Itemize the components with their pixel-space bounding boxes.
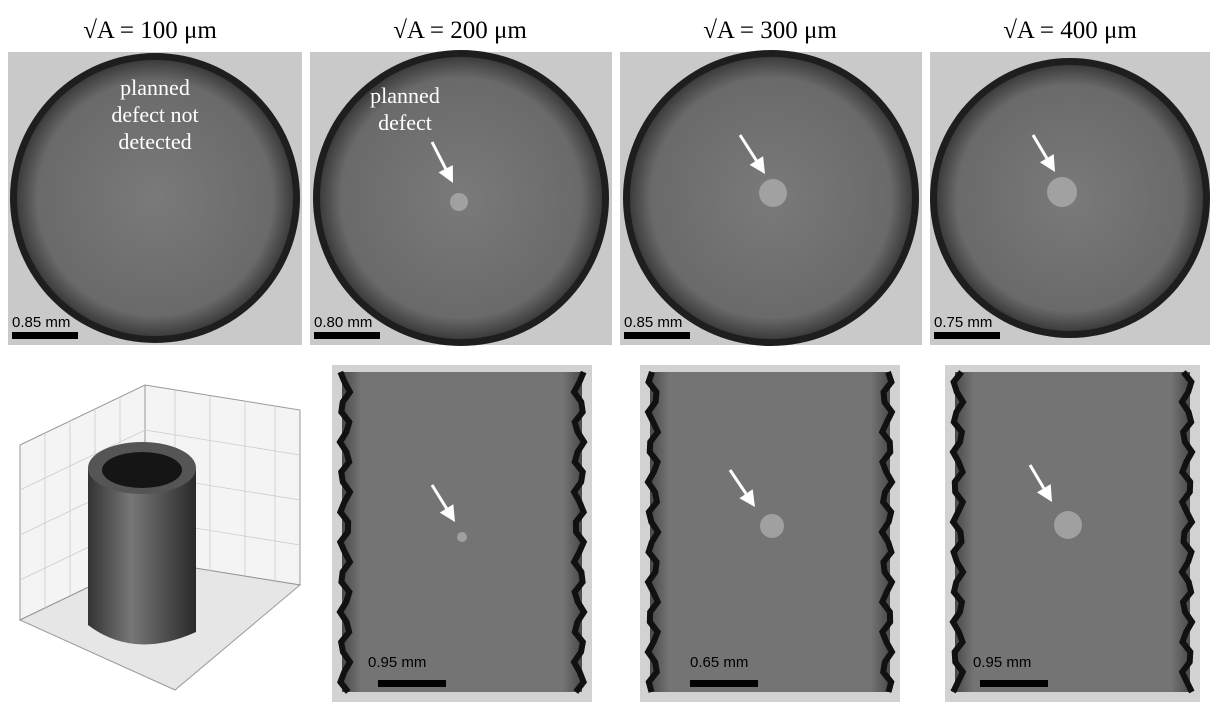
defect [1047, 177, 1077, 207]
column-header: √A = 300 μm [703, 17, 837, 44]
scale-label: 0.65 mm [690, 654, 748, 671]
annotation: defect not [111, 102, 198, 127]
page: {"columns": [ {"header": "√A = 100 μm", … [0, 0, 1215, 702]
3d-render [20, 385, 300, 690]
scale-bar [378, 680, 446, 687]
column-header: √A = 100 μm [83, 17, 217, 44]
scale-bar [980, 680, 1048, 687]
annotation: detected [118, 129, 191, 154]
defect [1054, 511, 1082, 539]
defect [457, 532, 467, 542]
defect [450, 193, 468, 211]
scale-label: 0.95 mm [973, 654, 1031, 671]
scale-bar [690, 680, 758, 687]
annotation: planned [120, 75, 190, 100]
scale-bar [934, 332, 1000, 339]
column-header: √A = 400 μm [1003, 17, 1137, 44]
defect [759, 179, 787, 207]
defect [760, 514, 784, 538]
scale-bar [624, 332, 690, 339]
body: √A = 100 μmplanneddefect notdetected0.85… [0, 0, 1215, 702]
scale-label: 0.95 mm [368, 654, 426, 671]
annotation: defect [378, 110, 432, 135]
column-header: √A = 200 μm [393, 17, 527, 44]
annotation: planned [370, 83, 440, 108]
scale-label: 0.75 mm [934, 314, 992, 331]
scale-bar [12, 332, 78, 339]
scale-label: 0.85 mm [624, 314, 682, 331]
scale-label: 0.80 mm [314, 314, 372, 331]
scale-bar [314, 332, 380, 339]
figure: √A = 100 μmplanneddefect notdetected0.85… [0, 0, 1215, 702]
scale-label: 0.85 mm [12, 314, 70, 331]
